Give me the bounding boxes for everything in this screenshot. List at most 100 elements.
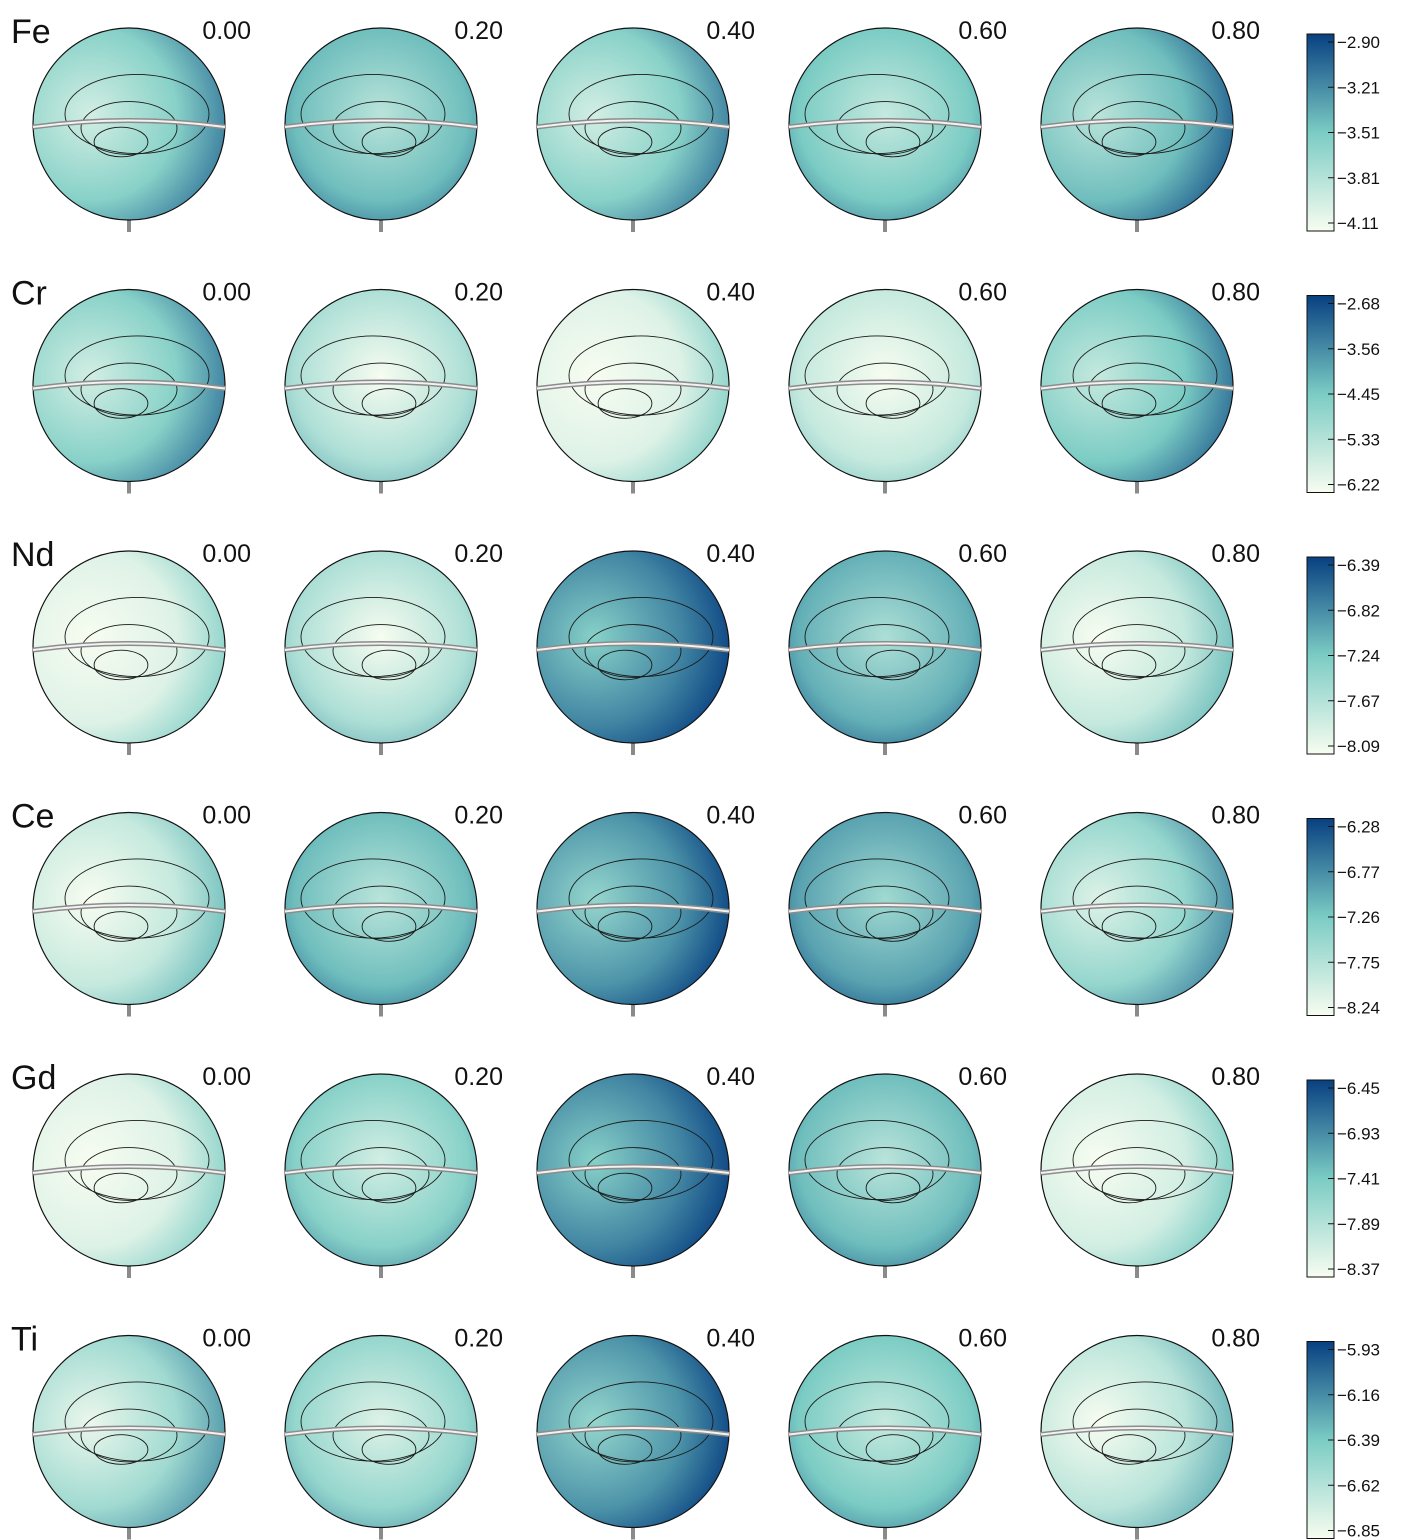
- contour-line: [93, 1434, 149, 1465]
- contour-line: [332, 624, 430, 678]
- contour-line: [865, 126, 921, 158]
- contour-line: [584, 885, 682, 940]
- equator-ring-highlight: [788, 1427, 982, 1436]
- colorbar: −6.28 −6.77 −7.26 −7.75 −8.24: [1306, 818, 1380, 1018]
- phase-label: 0.20: [454, 1325, 503, 1353]
- phase-label: 0.80: [1211, 540, 1260, 568]
- contour-line: [332, 101, 430, 155]
- equator-ring-highlight: [788, 642, 982, 651]
- contour-line: [332, 885, 430, 940]
- contour-line: [584, 1147, 682, 1201]
- contour-line: [80, 101, 178, 155]
- colorbar-tick-label: −6.39: [1337, 556, 1380, 575]
- colorbar-tick-label: −7.41: [1337, 1170, 1380, 1189]
- equator-ring-highlight: [536, 119, 730, 128]
- contour-line: [361, 388, 417, 419]
- colorbar-tick-label: −5.93: [1337, 1341, 1380, 1360]
- colorbar-tick-label: −4.45: [1337, 385, 1380, 404]
- row-fe: Fe 0.00 0.20 0.40 0.60 0.80 −2.90 −3.21 −3.51 −3.…: [11, 13, 1380, 233]
- contour-line: [80, 362, 178, 417]
- contour-line: [584, 101, 682, 155]
- contour-line: [80, 1147, 178, 1201]
- phase-label: 0.00: [202, 1325, 251, 1353]
- equator-ring-highlight: [536, 381, 730, 390]
- contour-line: [1101, 126, 1157, 158]
- phase-label: 0.40: [706, 1063, 755, 1091]
- phase-label: 0.00: [202, 540, 251, 568]
- abundance-sphere: [32, 811, 226, 1006]
- contour-line: [361, 1434, 417, 1465]
- abundance-sphere: [788, 811, 982, 1006]
- equator-ring-highlight: [788, 381, 982, 390]
- contour-line: [597, 649, 653, 681]
- colorbar-tick-label: −6.39: [1337, 1431, 1380, 1450]
- abundance-sphere: [284, 288, 478, 483]
- equator-ring-highlight: [536, 1165, 730, 1174]
- element-label: Cr: [11, 275, 47, 313]
- equator-ring-highlight: [284, 904, 478, 913]
- equator-ring-highlight: [1040, 119, 1234, 128]
- element-label: Gd: [11, 1059, 56, 1097]
- colorbar-tick-label: −7.26: [1337, 908, 1380, 927]
- abundance-sphere: [536, 550, 730, 744]
- contour-line: [361, 1172, 417, 1204]
- contour-line: [1088, 1408, 1186, 1463]
- contour-line: [80, 1408, 178, 1463]
- colorbar-tick-label: −6.77: [1337, 863, 1380, 882]
- contour-line: [836, 101, 934, 155]
- phase-label: 0.00: [202, 17, 251, 45]
- element-label: Ce: [11, 798, 54, 836]
- contour-line: [1088, 885, 1186, 940]
- phase-label: 0.60: [958, 540, 1007, 568]
- colorbar-tick-label: −6.16: [1337, 1386, 1380, 1405]
- equator-ring-highlight: [1040, 381, 1234, 390]
- equator-ring-highlight: [32, 119, 226, 128]
- colorbar-tick-label: −4.11: [1337, 214, 1379, 233]
- colorbar-tick-label: −6.82: [1337, 601, 1380, 620]
- colorbar-tick-label: −3.56: [1337, 340, 1380, 359]
- phase-label: 0.40: [706, 802, 755, 830]
- colorbar-tick-label: −6.93: [1337, 1124, 1380, 1143]
- equator-ring-highlight: [1040, 904, 1234, 913]
- abundance-sphere: [32, 550, 226, 744]
- phase-label: 0.00: [202, 279, 251, 307]
- abundance-sphere: [1040, 550, 1234, 744]
- equator-ring-highlight: [32, 1165, 226, 1174]
- equator-ring-highlight: [284, 1165, 478, 1174]
- abundance-sphere: [788, 1334, 982, 1529]
- phase-label: 0.40: [706, 279, 755, 307]
- abundance-sphere: [284, 811, 478, 1006]
- contour-line: [865, 649, 921, 681]
- phase-label: 0.80: [1211, 802, 1260, 830]
- abundance-sphere: [32, 1334, 226, 1529]
- phase-label: 0.40: [706, 540, 755, 568]
- equator-ring-highlight: [1040, 1165, 1234, 1174]
- equator-ring-highlight: [32, 904, 226, 913]
- colorbar: −2.68 −3.56 −4.45 −5.33 −6.22: [1306, 295, 1380, 495]
- abundance-sphere: [32, 27, 226, 221]
- phase-label: 0.20: [454, 540, 503, 568]
- contour-line: [93, 126, 149, 158]
- equator-ring-highlight: [788, 119, 982, 128]
- abundance-sphere: [284, 27, 478, 221]
- contour-line: [93, 388, 149, 419]
- contour-line: [597, 388, 653, 419]
- abundance-sphere: [284, 1334, 478, 1529]
- contour-line: [1101, 911, 1157, 942]
- row-ti: Ti 0.00 0.20 0.40 0.60 0.80 −5.93 −6.16 −6.39 −6.…: [11, 1321, 1380, 1540]
- contour-line: [597, 126, 653, 158]
- equator-ring-highlight: [788, 1165, 982, 1174]
- colorbar-tick-label: −6.28: [1337, 818, 1380, 837]
- phase-label: 0.60: [958, 17, 1007, 45]
- contour-line: [332, 1147, 430, 1201]
- equator-ring-highlight: [284, 381, 478, 390]
- contour-line: [361, 126, 417, 158]
- abundance-sphere: [788, 550, 982, 744]
- abundance-sphere: [1040, 27, 1234, 221]
- phase-label: 0.40: [706, 1325, 755, 1353]
- abundance-sphere: [1040, 1334, 1234, 1529]
- row-nd: Nd 0.00 0.20 0.40 0.60 0.80 −6.39 −6.82 −7.24 −7.…: [11, 536, 1380, 756]
- phase-label: 0.80: [1211, 17, 1260, 45]
- colorbar-tick-label: −3.51: [1337, 124, 1380, 143]
